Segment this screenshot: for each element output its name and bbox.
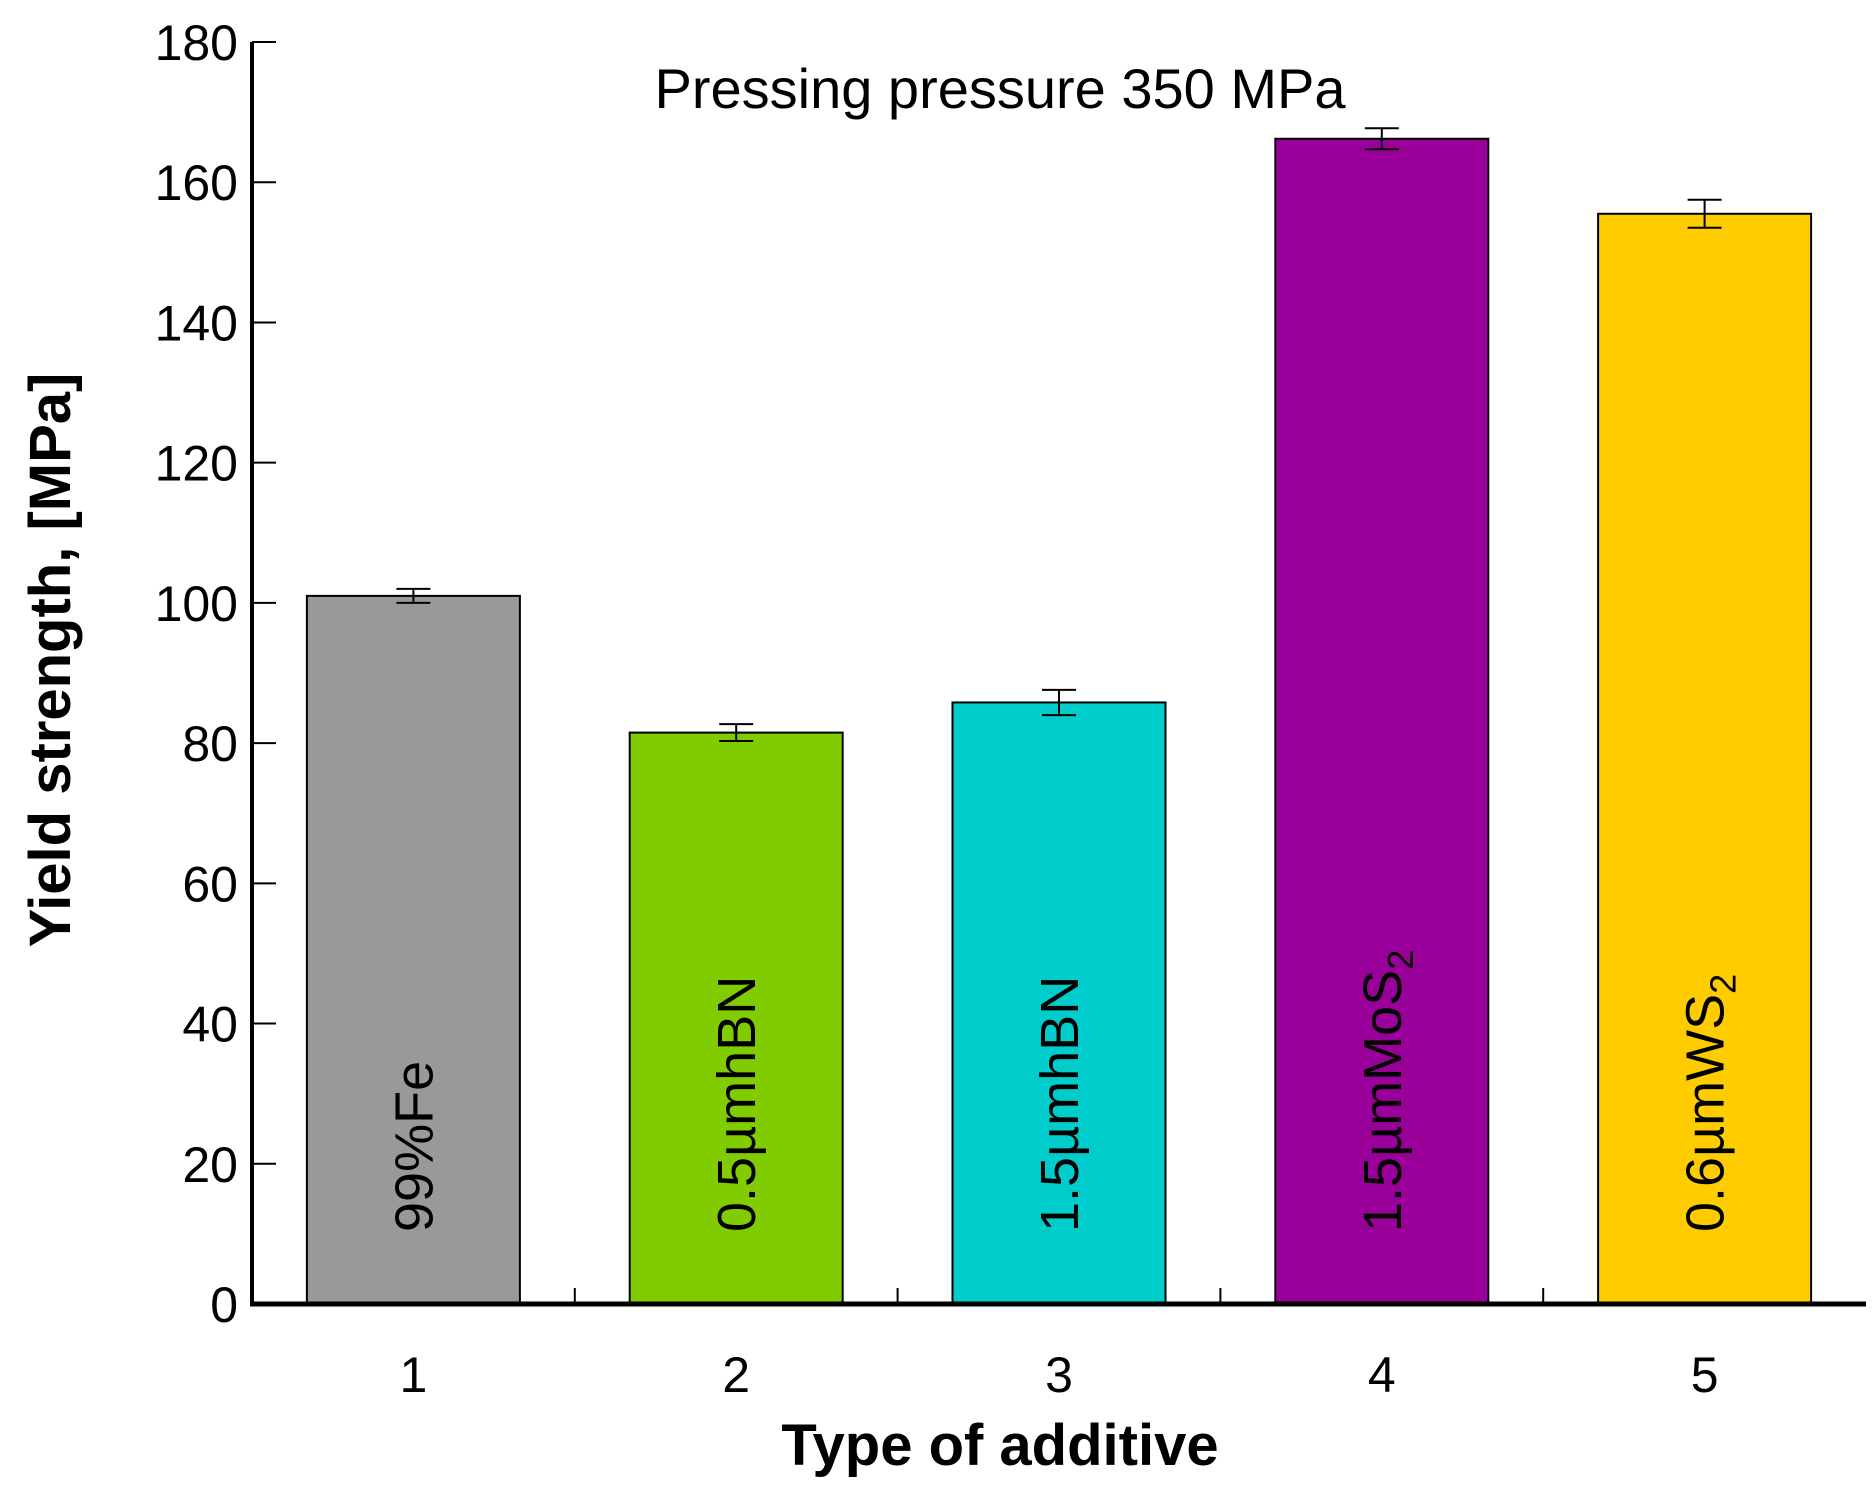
bar-label-3: 1.5µmhBN: [1030, 976, 1090, 1232]
x-tick-label-3: 3: [1045, 1347, 1073, 1403]
bar-5: [1597, 212, 1813, 1305]
axes-group: [250, 42, 1866, 1307]
x-axis-title: Type of additive: [781, 1413, 1218, 1478]
bar-3: [951, 701, 1167, 1305]
y-tick-label-180: 180: [155, 15, 238, 71]
bar-label-text: 1.5µmMoS: [1353, 970, 1413, 1232]
bar-label-text: 99%Fe: [384, 1061, 444, 1232]
y-tick-label-20: 20: [182, 1137, 238, 1193]
bar-label-subscript: 2: [1703, 974, 1744, 994]
bar-label-text: 0.5µmhBN: [707, 976, 767, 1232]
y-tick-label-120: 120: [155, 436, 238, 492]
x-ticks-group: 1 2 3 4 5: [399, 1288, 1719, 1403]
bar-label-1: 99%Fe: [384, 1061, 444, 1232]
y-tick-label-160: 160: [155, 155, 238, 211]
y-tick-label-80: 80: [182, 716, 238, 772]
chart-title: Pressing pressure 350 MPa: [654, 57, 1346, 120]
bar-label-subscript: 2: [1380, 950, 1421, 970]
y-tick-label-0: 0: [210, 1277, 238, 1333]
y-ticks-group: 0 20 40 60 80 100 120 140 160 180: [155, 15, 276, 1333]
x-tick-label-2: 2: [722, 1347, 750, 1403]
bar-label-text: 1.5µmhBN: [1030, 976, 1090, 1232]
y-tick-label-60: 60: [182, 856, 238, 912]
bar-label-2: 0.5µmhBN: [707, 976, 767, 1232]
bar-label-text: 0.6µmWS: [1676, 994, 1736, 1232]
x-tick-label-5: 5: [1691, 1347, 1719, 1403]
x-tick-label-4: 4: [1368, 1347, 1396, 1403]
y-tick-label-140: 140: [155, 295, 238, 351]
bar-label-4: 1.5µmMoS2: [1353, 950, 1421, 1232]
y-tick-label-40: 40: [182, 997, 238, 1053]
y-tick-label-100: 100: [155, 576, 238, 632]
x-tick-label-1: 1: [399, 1347, 427, 1403]
bar-1: [305, 594, 521, 1305]
y-axis-title: Yield strength, [MPa]: [18, 373, 83, 948]
bar-label-5: 0.6µmWS2: [1676, 974, 1744, 1232]
